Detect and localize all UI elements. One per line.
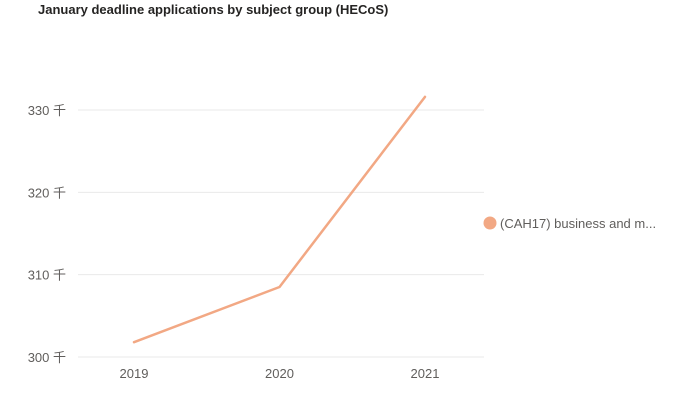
- data-point: [132, 340, 136, 344]
- legend: (CAH17) business and m...: [483, 216, 657, 231]
- y-tick-label: 310 千: [28, 268, 66, 283]
- data-point: [278, 285, 282, 289]
- x-tick-label: 2021: [411, 366, 440, 381]
- x-tick-label: 2020: [265, 366, 294, 381]
- data-point: [423, 95, 427, 99]
- legend-marker-icon: [483, 216, 497, 230]
- x-axis-tick-labels: 2019 2020 2021: [120, 366, 440, 381]
- y-tick-label: 330 千: [28, 103, 66, 118]
- y-tick-label: 320 千: [28, 185, 66, 200]
- legend-label: (CAH17) business and m...: [500, 216, 656, 231]
- y-gridlines: [78, 109, 484, 358]
- chart-title: January deadline applications by subject…: [38, 2, 389, 17]
- y-axis-tick-labels: 300 千 310 千 320 千 330 千: [28, 103, 66, 365]
- legend-item[interactable]: (CAH17) business and m...: [483, 216, 657, 231]
- series-line: [132, 95, 427, 344]
- x-tick-label: 2019: [120, 366, 149, 381]
- y-tick-label: 300 千: [28, 350, 66, 365]
